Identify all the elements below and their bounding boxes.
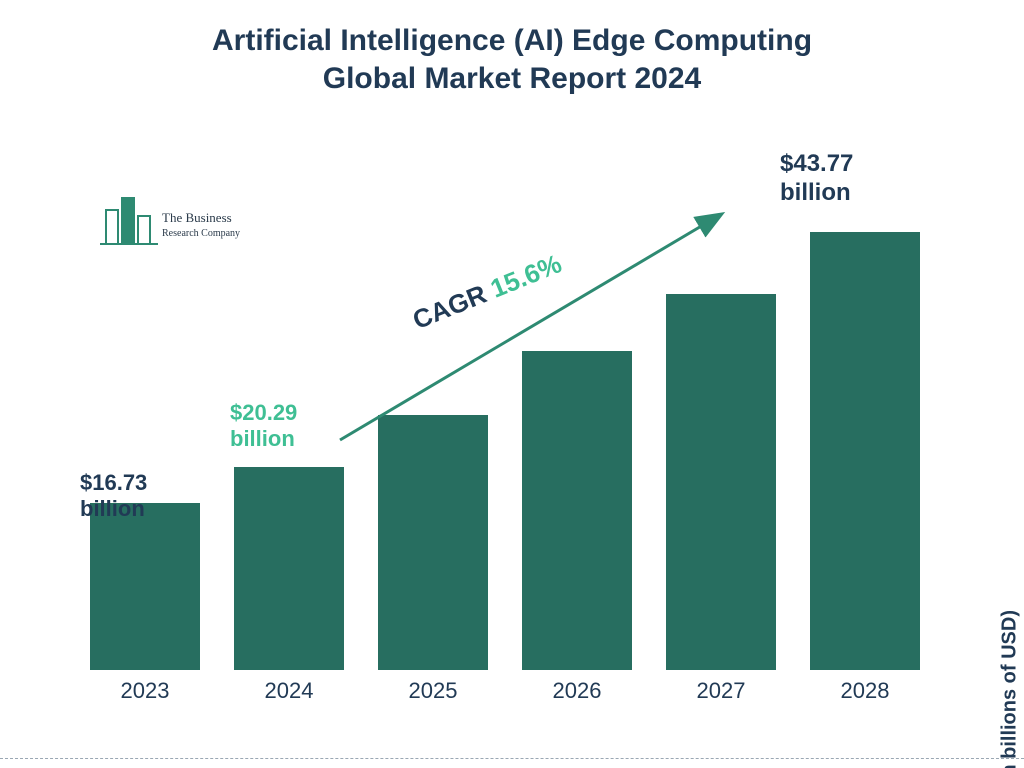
- bar-2025: [378, 415, 488, 670]
- annot-unit: billion: [230, 426, 297, 452]
- bar-2027: [666, 294, 776, 670]
- x-label-2026: 2026: [512, 678, 642, 704]
- bar-2023: [90, 503, 200, 670]
- bar-2024: [234, 467, 344, 670]
- x-label-2025: 2025: [368, 678, 498, 704]
- baseline-rule: [0, 758, 1024, 759]
- annot-value: $20.29: [230, 400, 297, 426]
- bar-2026: [522, 351, 632, 670]
- plot-region: [80, 170, 930, 670]
- x-label-2023: 2023: [80, 678, 210, 704]
- annot-value: $16.73: [80, 470, 147, 496]
- chart-title: Artificial Intelligence (AI) Edge Comput…: [0, 22, 1024, 97]
- bar-2028: [810, 232, 920, 670]
- x-label-2027: 2027: [656, 678, 786, 704]
- annot-unit: billion: [80, 496, 147, 522]
- x-label-2028: 2028: [800, 678, 930, 704]
- chart-area: CAGR 15.6% $16.73 billion $20.29 billion…: [80, 170, 930, 710]
- annot-text: $43.77 billion: [780, 150, 853, 206]
- chart-canvas: Artificial Intelligence (AI) Edge Comput…: [0, 0, 1024, 768]
- title-line-1: Artificial Intelligence (AI) Edge Comput…: [0, 22, 1024, 60]
- value-annotation-2024: $20.29 billion: [230, 400, 297, 453]
- x-label-2024: 2024: [224, 678, 354, 704]
- title-line-2: Global Market Report 2024: [0, 60, 1024, 98]
- y-axis-label: Market Size (in billions of USD): [998, 610, 1021, 768]
- value-annotation-2023: $16.73 billion: [80, 470, 147, 523]
- value-annotation-2028: $43.77 billion: [780, 150, 930, 208]
